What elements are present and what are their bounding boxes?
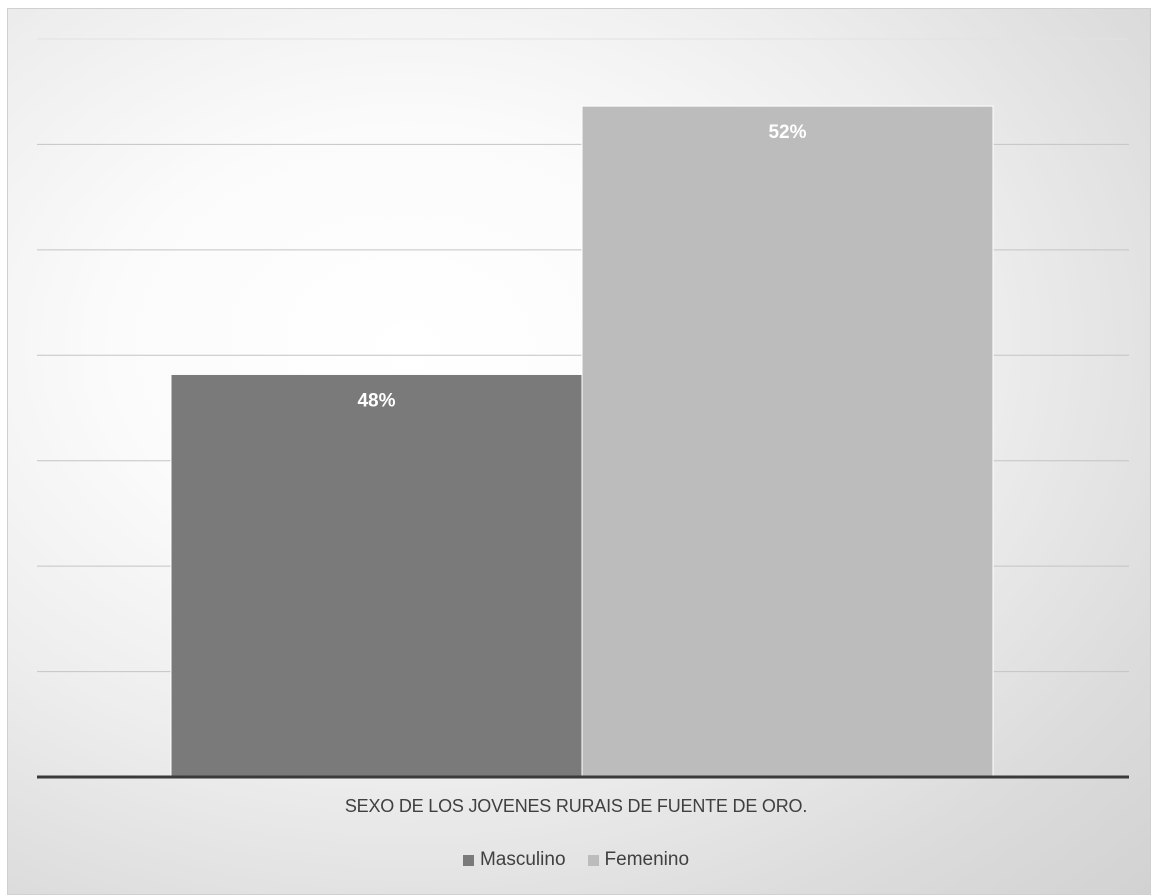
legend-label-femenino: Femenino xyxy=(604,849,690,870)
legend-item-femenino: Femenino xyxy=(587,849,690,871)
data-label-masculino: 48% xyxy=(357,390,395,411)
legend-swatch-masculino xyxy=(462,854,474,866)
bar-femenino xyxy=(581,105,994,778)
category-axis-label: SEXO DE LOS JOVENES RURAIS DE FUENTE DE … xyxy=(344,796,808,816)
legend-swatch-femenino xyxy=(587,854,599,866)
legend: Masculino Femenino xyxy=(0,849,1152,871)
bar-masculino xyxy=(170,373,583,778)
bars xyxy=(170,105,994,778)
data-label-femenino: 52% xyxy=(768,122,806,143)
data-labels: 48% 52% xyxy=(357,122,806,411)
legend-label-masculino: Masculino xyxy=(479,849,566,870)
legend-item-masculino: Masculino xyxy=(462,849,566,871)
